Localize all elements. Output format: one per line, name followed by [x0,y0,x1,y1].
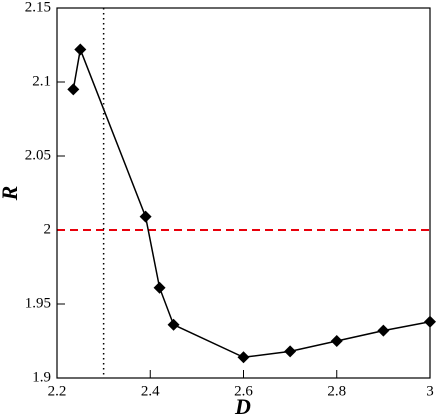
marker [167,318,180,331]
y-tick-label: 1.95 [25,295,51,311]
x-axis-label: D [234,394,251,419]
y-axis-label: R [0,186,22,202]
x-tick-label: 2.2 [48,383,67,399]
plot-frame [56,7,431,379]
y-tick-label: 2 [44,221,52,237]
y-tick-label: 1.9 [32,369,51,385]
y-tick-label: 2.05 [25,147,51,163]
marker [153,281,166,294]
marker [237,351,250,364]
x-tick-label: 3 [426,383,434,399]
marker [67,83,80,96]
x-tick-label: 2.4 [141,383,160,399]
marker [377,324,390,337]
x-tick-label: 2.6 [234,383,253,399]
y-tick-label: 2.1 [32,73,51,89]
x-tick-label: 2.8 [327,383,346,399]
marker [330,335,343,347]
marker [284,345,297,358]
marker [139,210,152,223]
line [72,46,431,359]
y-tick-label: 2.15 [25,0,51,15]
marker [74,43,87,56]
